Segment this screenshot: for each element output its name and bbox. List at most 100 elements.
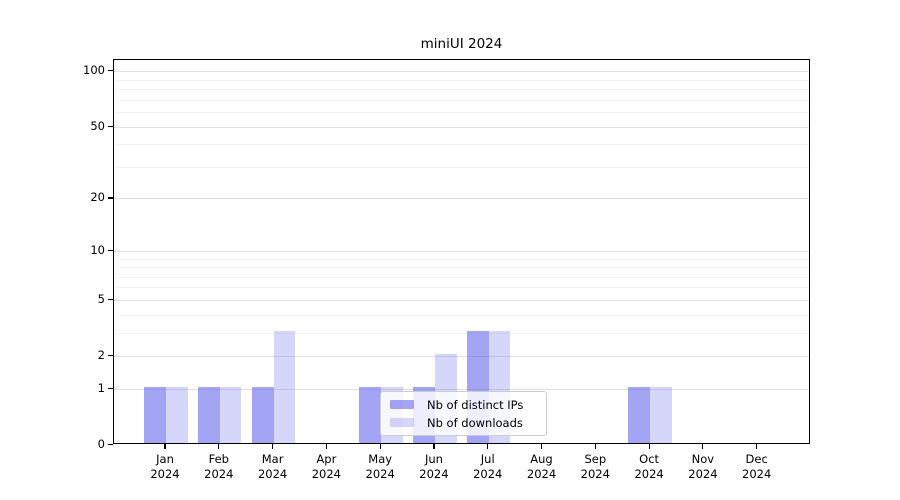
gridline-minor [114,267,809,269]
x-tick-year: 2024 [742,467,772,481]
x-tick-label: Aug 2024 [510,452,574,482]
x-tick-label: Sep 2024 [563,452,627,482]
y-tick-label: 10 [90,242,105,257]
gridline-minor [114,112,809,114]
y-tick-mark [108,444,113,446]
x-tick-mark [594,444,596,449]
x-tick-label: Dec 2024 [725,452,789,482]
gridline-minor [114,89,809,91]
x-tick-mark [487,444,489,449]
y-tick-mark [108,70,113,72]
x-tick-label: Jun 2024 [402,452,466,482]
x-tick-label: Mar 2024 [241,452,305,482]
gridline-major [114,71,809,73]
x-tick-month: Oct [639,452,660,466]
y-tick-mark [108,125,113,127]
gridline-major [114,250,809,252]
legend-swatch-downloads [390,418,414,427]
gridline-minor [114,287,809,289]
x-tick-month: Aug [530,452,553,466]
gridline-minor [114,314,809,316]
gridline-major [114,299,809,301]
x-tick-month: Sep [584,452,607,466]
x-tick-mark [540,444,543,449]
legend-item-distinct-ips: Nb of distinct IPs [390,397,538,412]
x-tick-mark [648,444,650,449]
x-tick-month: Jun [424,452,443,466]
gridline-minor [114,79,809,81]
x-tick-mark [164,444,166,449]
x-tick-year: 2024 [580,467,610,481]
legend-label-downloads: Nb of downloads [427,415,523,430]
x-tick-mark [433,444,435,449]
x-tick-year: 2024 [688,467,718,481]
x-tick-mark [702,444,704,449]
x-tick-month: May [368,452,393,466]
bar-downloads [219,386,242,443]
gridline-minor [114,258,809,260]
x-tick-month: Jan [156,452,174,466]
y-tick-mark [108,298,113,301]
bar-distinct-ips [251,386,274,443]
plot-area [113,59,810,444]
bar-distinct-ips [198,386,220,443]
x-tick-mark [218,444,220,449]
x-tick-month: Feb [208,452,229,466]
y-tick-label: 0 [97,437,105,451]
x-tick-label: Oct 2024 [617,452,681,482]
x-tick-year: 2024 [257,467,288,481]
x-tick-year: 2024 [526,467,557,481]
gridline-minor [114,332,809,334]
gridline-minor [114,276,809,278]
x-tick-month: Jul [480,452,495,466]
gridline-major [114,356,809,358]
x-tick-year: 2024 [634,467,664,481]
gridline-major [114,388,809,390]
legend-item-downloads: Nb of downloads [390,415,538,430]
x-tick-mark [271,444,274,449]
legend-label-distinct-ips: Nb of distinct IPs [427,397,524,412]
y-tick-mark [108,197,113,199]
y-tick-mark [108,387,113,390]
chart-title: miniUI 2024 [420,36,503,52]
x-tick-label: Jan 2024 [133,452,197,482]
x-tick-mark [325,444,327,449]
gridline-minor [114,166,809,168]
x-tick-label: May 2024 [348,452,412,482]
y-tick-mark [108,355,113,357]
x-tick-year: 2024 [150,467,180,481]
x-tick-label: Feb 2024 [187,452,251,482]
y-tick-label: 20 [90,190,105,205]
gridline-minor [114,144,809,146]
x-tick-year: 2024 [311,467,341,481]
x-tick-year: 2024 [365,467,395,481]
x-tick-year: 2024 [473,467,503,481]
x-tick-month: Dec [745,452,768,466]
y-tick-label: 50 [90,118,105,133]
gridline-major [114,126,809,128]
bar-downloads [166,386,188,443]
x-tick-year: 2024 [419,467,449,481]
y-tick-label: 1 [97,380,105,395]
y-tick-mark [108,249,113,251]
x-tick-month: Apr [316,452,337,466]
legend: Nb of distinct IPs Nb of downloads [380,391,547,436]
bar-downloads [273,330,296,443]
bar-downloads [650,386,672,443]
x-tick-month: Mar [261,452,284,466]
y-tick-label: 2 [97,348,105,363]
x-tick-label: Jul 2024 [456,452,520,482]
gridline-minor [114,99,809,101]
gridline-major [114,198,809,200]
x-tick-mark [379,444,381,449]
x-tick-year: 2024 [204,467,234,481]
x-tick-label: Nov 2024 [671,452,735,482]
y-tick-label: 5 [97,291,105,306]
bar-distinct-ips [359,386,382,443]
x-tick-month: Nov [691,452,715,466]
y-tick-label: 100 [83,63,105,78]
legend-swatch-distinct-ips [390,400,414,409]
bar-distinct-ips [144,386,166,443]
x-tick-mark [756,444,758,449]
